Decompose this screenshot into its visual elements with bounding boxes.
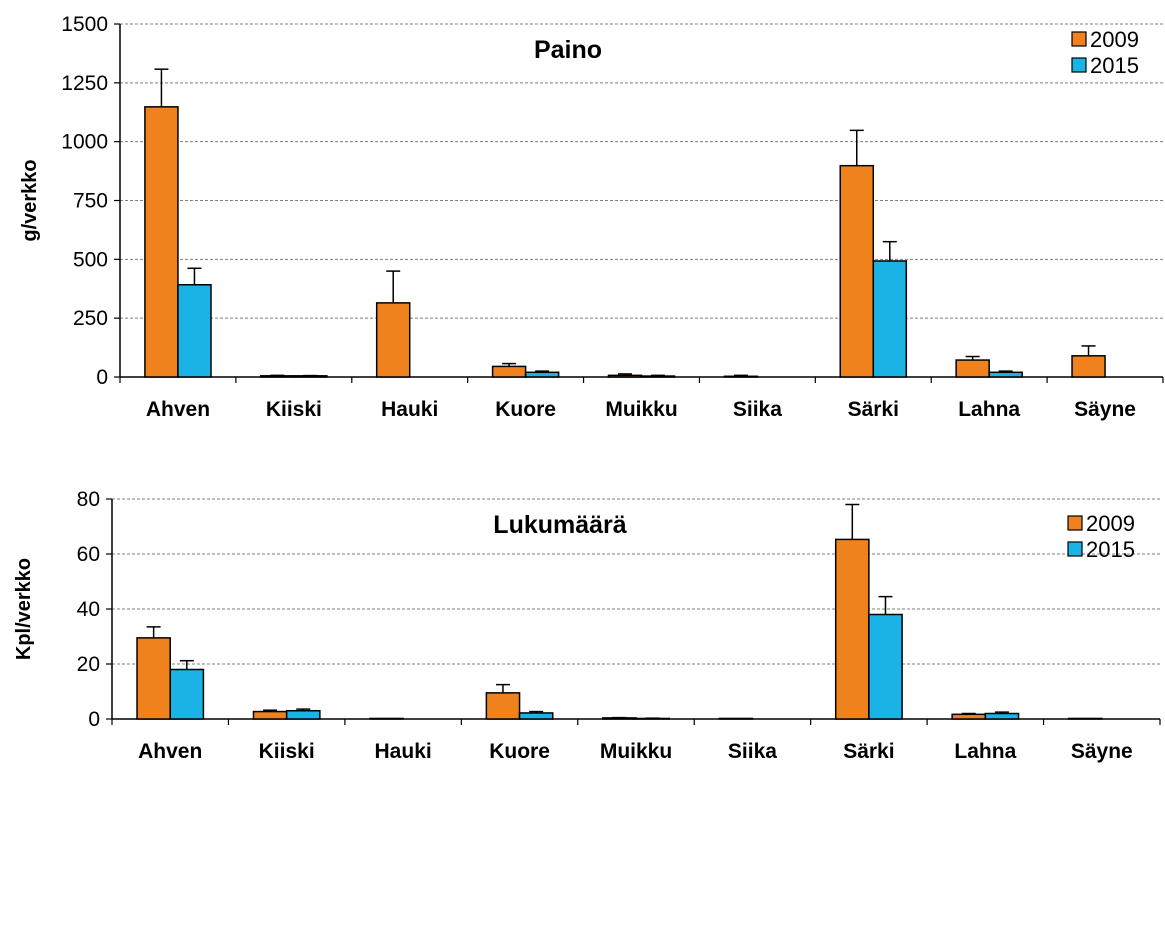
category-label: Säyne xyxy=(1074,398,1136,421)
bar-2015-Lahna xyxy=(984,712,1020,720)
bar-2009-Lahna xyxy=(951,713,987,720)
bar-2015-Muikku xyxy=(640,375,676,378)
bar-2009-Ahven xyxy=(136,637,171,720)
y-axis-label: g/verkko xyxy=(19,159,41,241)
bar-2009-Säyne xyxy=(1071,355,1106,378)
bar-2009-Säyne xyxy=(1067,717,1103,720)
category-label: Kuore xyxy=(489,740,550,763)
y-tick-label: 0 xyxy=(96,366,108,389)
legend-swatch-2009 xyxy=(1071,31,1087,47)
category-label: Kiiski xyxy=(266,398,322,421)
bar-2009-Särki xyxy=(834,538,870,720)
chart-1: 0 250 500 750 1000 1250 1500 Ahven Kiiski Hauki Ku… xyxy=(19,13,1164,421)
y-tick-label: 0 xyxy=(88,708,100,731)
category-label: Siika xyxy=(733,398,782,421)
bar-2009-Muikku xyxy=(607,374,643,378)
bar-2009-Ahven xyxy=(144,106,179,378)
legend-swatch-2015 xyxy=(1067,541,1083,557)
category-label: Kuore xyxy=(495,398,556,421)
y-tick-label: 80 xyxy=(77,488,100,511)
category-label: Lahna xyxy=(954,740,1016,763)
category-label: Ahven xyxy=(146,398,210,421)
category-label: Kiiski xyxy=(259,740,315,763)
category-label: Siika xyxy=(728,740,777,763)
y-axis-label: Kpl/verkko xyxy=(13,558,35,660)
bar-2009-Hauki xyxy=(375,302,411,378)
legend-swatch-2009 xyxy=(1067,515,1083,531)
category-label: Särki xyxy=(848,398,899,421)
chart-title: Paino xyxy=(534,36,602,64)
y-tick-label: 750 xyxy=(73,190,108,213)
bar-2015-Lahna xyxy=(988,371,1023,378)
bar-2015-Ahven xyxy=(177,283,212,378)
y-tick-label: 20 xyxy=(77,653,100,676)
category-label: Särki xyxy=(843,740,894,763)
bar-2009-Kuore xyxy=(485,692,521,720)
bar-2009-Lahna xyxy=(955,359,990,378)
bar-2015-Kuore xyxy=(524,371,560,378)
legend-label-2009: 2009 xyxy=(1086,511,1135,536)
chart-2: 0 20 40 60 80 Ahven Kiiski Hauki Kuore Muikku Siik… xyxy=(13,488,1161,763)
category-label: Säyne xyxy=(1071,740,1133,763)
category-label: Muikku xyxy=(605,398,677,421)
legend-label-2009: 2009 xyxy=(1090,27,1139,52)
legend-label-2015: 2015 xyxy=(1086,537,1135,562)
legend-label-2015: 2015 xyxy=(1090,53,1139,78)
bar-2015-Kiiski xyxy=(285,710,321,720)
bar-2009-Kuore xyxy=(491,365,527,378)
bar-2015-Särki xyxy=(868,613,903,720)
category-label: Hauki xyxy=(375,740,432,763)
y-tick-label: 250 xyxy=(73,307,108,330)
y-tick-label: 1000 xyxy=(61,131,108,154)
bar-2009-Siika xyxy=(718,717,754,720)
bar-2015-Ahven xyxy=(169,668,205,720)
y-tick-label: 60 xyxy=(77,543,100,566)
category-label: Lahna xyxy=(958,398,1020,421)
category-label: Ahven xyxy=(138,740,202,763)
y-tick-label: 40 xyxy=(77,598,100,621)
category-label: Hauki xyxy=(381,398,438,421)
bar-2015-Kuore xyxy=(518,712,554,720)
bar-2009-Kiiski xyxy=(252,710,288,720)
bar-2009-Särki xyxy=(839,164,875,378)
y-tick-label: 1250 xyxy=(61,72,108,95)
bar-2009-Siika xyxy=(723,375,759,378)
chart-title: Lukumäärä xyxy=(493,511,626,539)
bar-2009-Hauki xyxy=(369,717,404,720)
category-label: Muikku xyxy=(600,740,672,763)
y-tick-label: 500 xyxy=(73,248,108,271)
legend-swatch-2015 xyxy=(1071,57,1087,73)
y-tick-label: 1500 xyxy=(61,13,108,36)
bar-2015-Särki xyxy=(872,260,908,378)
